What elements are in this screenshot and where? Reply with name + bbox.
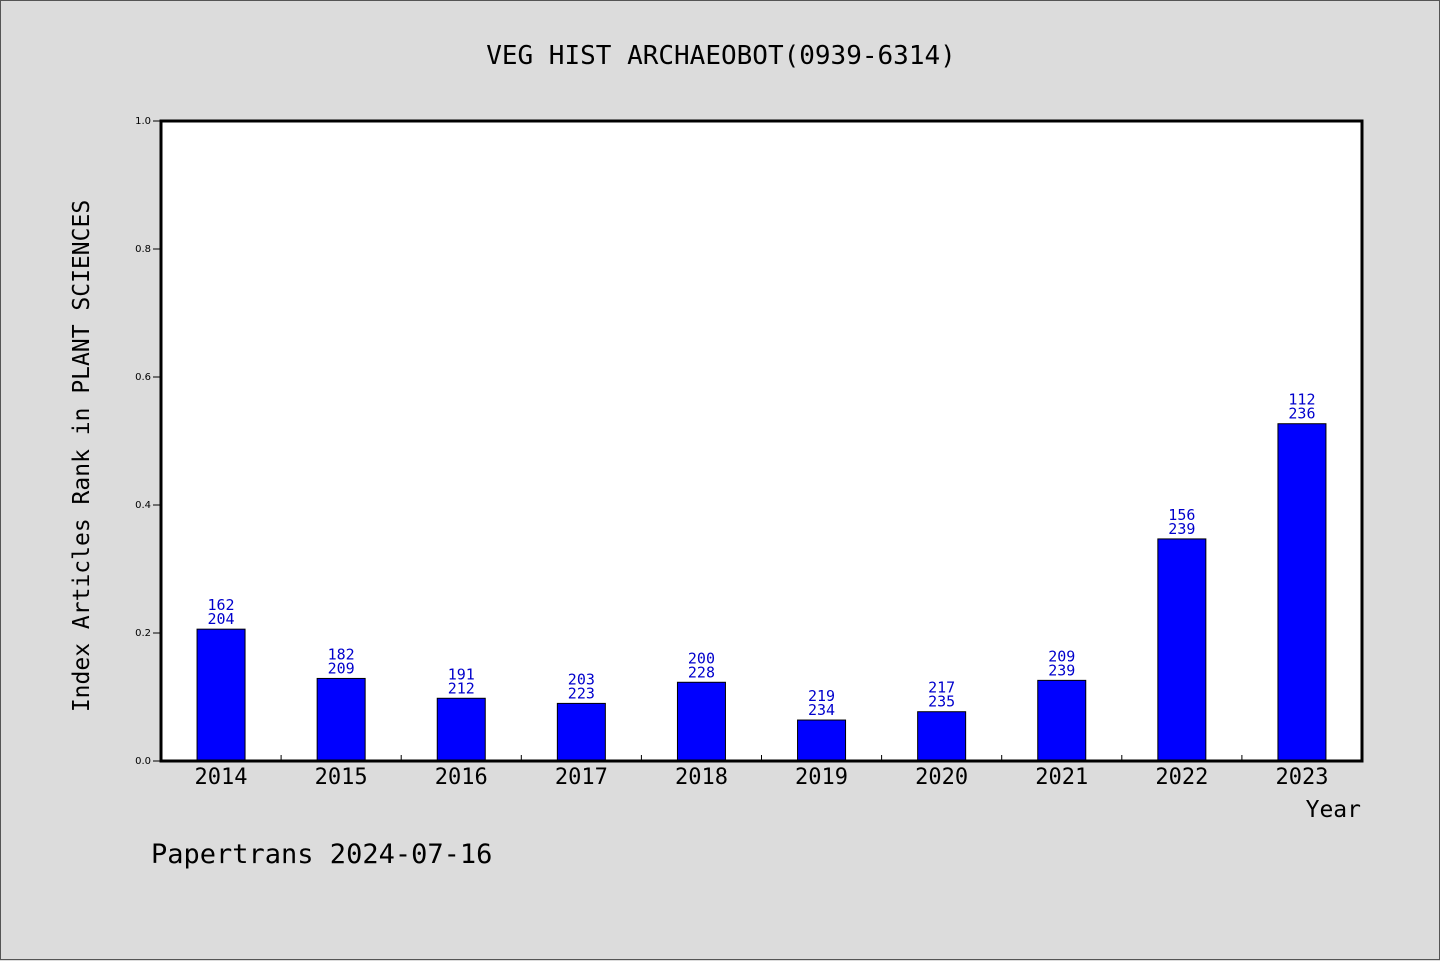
y-tick-label: 0.0 [135, 756, 151, 767]
y-axis-label: Index Articles Rank in PLANT SCIENCES [69, 200, 95, 712]
data-label-total: 212 [448, 679, 475, 697]
y-tick-label: 0.2 [135, 628, 151, 639]
plot-border [159, 119, 1364, 763]
bar [676, 681, 726, 762]
bars-layer: 1622042014182209201519121220162032232017… [195, 391, 1329, 790]
x-tick-label: 2014 [195, 765, 248, 790]
bar [1157, 538, 1207, 762]
data-label-total: 234 [808, 701, 835, 719]
x-tick-label: 2017 [555, 765, 608, 790]
data-label-total: 235 [928, 693, 955, 711]
x-tick-label: 2016 [435, 765, 488, 790]
bar [556, 702, 606, 762]
data-label-rank: 156 [1168, 506, 1195, 524]
data-label-total: 236 [1288, 405, 1315, 423]
x-tick-label: 2015 [315, 765, 368, 790]
chart-title: VEG HIST ARCHAEOBOT(0939-6314) [486, 41, 956, 71]
data-label-rank: 182 [328, 645, 355, 663]
bar [316, 677, 366, 762]
y-tick-label: 0.6 [135, 372, 151, 383]
x-tick-label: 2019 [795, 765, 848, 790]
data-label-total: 239 [1168, 520, 1195, 538]
y-tick-label: 0.8 [135, 244, 151, 255]
x-tick-label: 2021 [1035, 765, 1088, 790]
data-label-rank: 112 [1288, 391, 1315, 409]
bar [196, 628, 246, 762]
data-label-rank: 217 [928, 679, 955, 697]
x-axis-label: Year [1306, 797, 1361, 823]
data-label-total: 228 [688, 663, 715, 681]
data-label-total: 204 [208, 610, 235, 628]
data-label-total: 239 [1048, 661, 1075, 679]
footer-text: Papertrans 2024-07-16 [151, 839, 492, 870]
x-tick-label: 2018 [675, 765, 728, 790]
data-label-rank: 200 [688, 649, 715, 667]
bar [917, 711, 967, 762]
bar [1277, 423, 1327, 762]
x-tick-label: 2020 [915, 765, 968, 790]
data-label-rank: 162 [208, 596, 235, 614]
data-label-rank: 203 [568, 670, 595, 688]
bar [436, 697, 486, 762]
bar [797, 719, 847, 762]
x-tick-label: 2023 [1275, 765, 1328, 790]
x-tick-label: 2022 [1155, 765, 1208, 790]
data-label-rank: 191 [448, 665, 475, 683]
data-label-rank: 209 [1048, 647, 1075, 665]
data-label-total: 209 [328, 659, 355, 677]
data-label-rank: 219 [808, 687, 835, 705]
y-tick-label: 0.4 [135, 500, 151, 511]
data-label-total: 223 [568, 684, 595, 702]
y-tick-label: 1.0 [135, 116, 151, 127]
bar [1037, 679, 1087, 762]
